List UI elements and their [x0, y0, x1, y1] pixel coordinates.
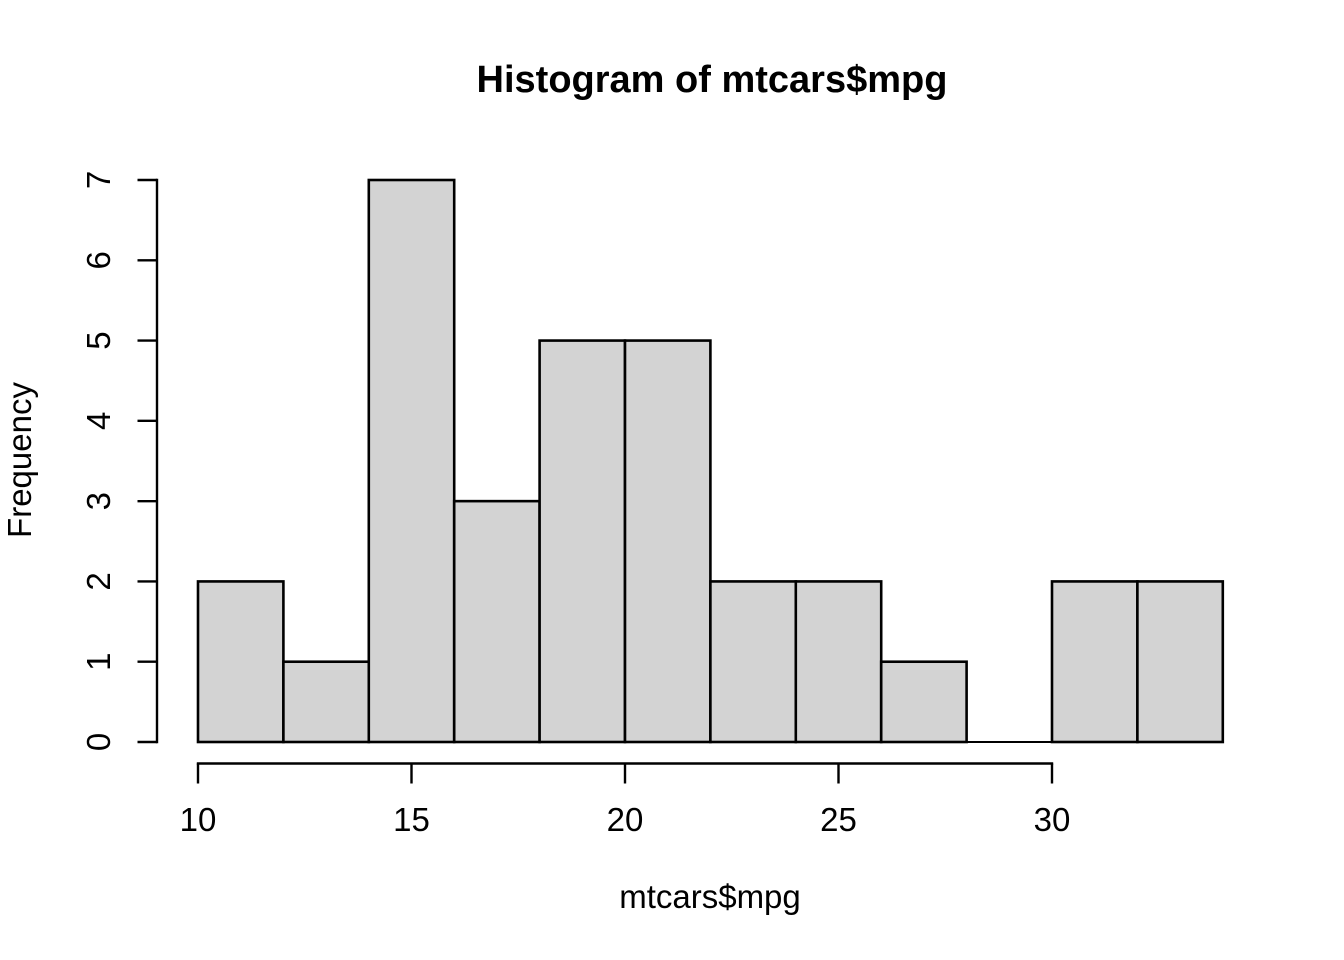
y-tick-label: 5: [80, 331, 117, 349]
histogram-bars-group: [196, 178, 1225, 744]
y-tick-label: 0: [80, 733, 117, 751]
histogram-bar: [794, 580, 883, 744]
x-tick-label: 10: [180, 801, 217, 838]
histogram-bar: [879, 660, 968, 744]
x-tick-label: 25: [820, 801, 857, 838]
chart-title: Histogram of mtcars$mpg: [477, 59, 948, 101]
x-tick-label: 20: [607, 801, 644, 838]
histogram-bar: [709, 580, 798, 744]
y-axis-label: Frequency: [1, 382, 38, 538]
histogram-bar: [282, 660, 371, 744]
histogram-bar: [1050, 580, 1139, 744]
y-tick-label: 2: [80, 572, 117, 590]
y-tick-label: 1: [80, 653, 117, 671]
y-tick-label: 7: [80, 171, 117, 189]
y-tick-label: 4: [80, 412, 117, 430]
x-axis-label: mtcars$mpg: [619, 878, 801, 915]
histogram-bar: [1136, 580, 1225, 744]
histogram-bar: [623, 339, 712, 744]
axes-group: 0 1 2 3 4 5 6 7 10 15 20 25 30: [80, 171, 1070, 838]
y-tick-label: 6: [80, 251, 117, 269]
x-tick-label: 30: [1034, 801, 1071, 838]
y-tick-label: 3: [80, 492, 117, 510]
histogram-bar: [367, 178, 456, 744]
histogram-bar: [196, 580, 285, 744]
histogram-bar: [538, 339, 627, 744]
x-tick-label: 15: [393, 801, 430, 838]
histogram-bar: [452, 499, 541, 744]
